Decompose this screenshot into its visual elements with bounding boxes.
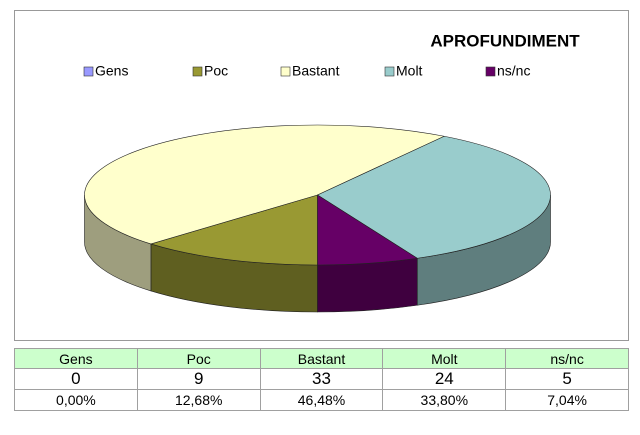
header-cell: Poc (136, 348, 261, 369)
chart: APROFUNDIMENT Gens Poc Bastant Molt ns/nc (14, 10, 629, 341)
count-cell: 33 (259, 368, 384, 390)
legend-label: Molt (396, 63, 423, 79)
header-cell: ns/nc (505, 348, 629, 369)
percent-cell: 46,48% (259, 389, 384, 411)
count-cell: 5 (505, 368, 629, 390)
header-cell: Gens (14, 348, 138, 369)
pie-slice (149, 194, 318, 266)
count-cell: 0 (14, 368, 138, 390)
legend-label: ns/nc (497, 63, 530, 79)
legend: Gens Poc Bastant Molt ns/nc (83, 63, 530, 79)
header-cell: Bastant (259, 348, 384, 369)
percent-cell: 12,68% (136, 389, 261, 411)
data-table: Gens Poc Bastant Molt ns/nc 0 9 33 24 5 0,00% 12,… (14, 348, 629, 411)
pie-tops (84, 124, 551, 266)
legend-swatch (83, 66, 94, 77)
pie-slice (316, 135, 551, 259)
header-cell: Molt (382, 348, 507, 369)
legend-swatch (384, 66, 395, 77)
percent-cell: 7,04% (505, 389, 629, 411)
pie-slice (84, 124, 446, 245)
pie-wall (317, 257, 418, 313)
percent-row: 0,00% 12,68% 46,48% 33,80% 7,04% (14, 389, 629, 411)
pie-slice (317, 194, 419, 266)
count-row: 0 9 33 24 5 (14, 368, 629, 390)
count-cell: 24 (382, 368, 507, 390)
legend-label: Poc (204, 63, 228, 79)
percent-cell: 33,80% (382, 389, 507, 411)
percent-cell: 0,00% (14, 389, 138, 411)
chart-title: APROFUNDIMENT (430, 31, 580, 50)
legend-swatch (485, 66, 496, 77)
legend-swatch (280, 66, 291, 77)
legend-label: Gens (95, 63, 128, 79)
header-row: Gens Poc Bastant Molt ns/nc (14, 348, 629, 369)
legend-label: Bastant (292, 63, 340, 79)
count-cell: 9 (136, 368, 261, 390)
legend-swatch (192, 66, 203, 77)
